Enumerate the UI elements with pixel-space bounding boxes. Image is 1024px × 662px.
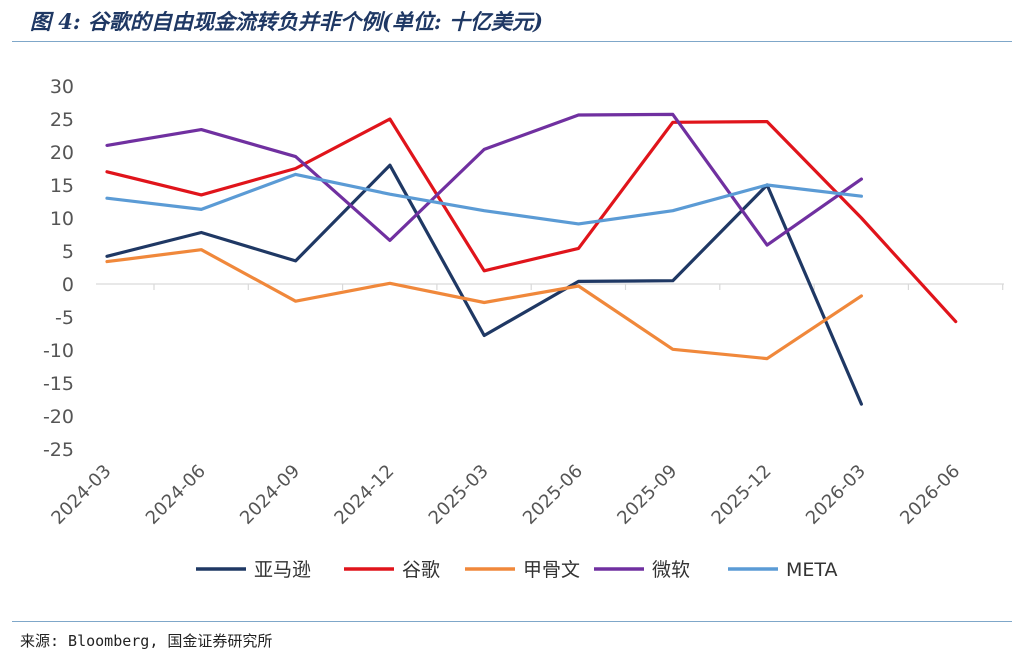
x-tick-label: 2024-03 <box>47 461 115 529</box>
x-tick-label: 2025-09 <box>613 461 681 529</box>
title-divider <box>12 41 1012 42</box>
x-tick-label: 2025-12 <box>708 461 776 529</box>
x-tick-label: 2024-06 <box>142 461 210 529</box>
x-tick-label: 2025-03 <box>425 461 493 529</box>
x-axis: 2024-03 2024-06 2024-09 2024-12 2025-03 2025-… <box>47 283 1004 529</box>
series-line-4 <box>105 112 864 247</box>
y-tick-label: -20 <box>43 406 74 428</box>
y-tick-label: 0 <box>62 274 74 296</box>
source-divider <box>12 621 1012 622</box>
series-line-3 <box>105 248 864 361</box>
series-line-1 <box>105 163 864 406</box>
y-tick-label: -10 <box>43 340 74 362</box>
legend-label: 微软 <box>652 559 690 581</box>
y-tick-label: 25 <box>50 109 74 131</box>
legend: 亚马逊 谷歌 甲骨文 微软 META <box>196 559 838 581</box>
series-line-5 <box>105 172 864 226</box>
y-tick-label: 5 <box>62 241 74 263</box>
y-tick-label: 20 <box>50 142 74 164</box>
legend-label: 谷歌 <box>402 559 440 581</box>
legend-label: META <box>786 559 838 581</box>
x-tick-label: 2024-12 <box>330 461 398 529</box>
x-tick-label: 2025-06 <box>519 461 587 529</box>
source-note: 来源: Bloomberg, 国金证券研究所 <box>20 632 273 650</box>
series-layer <box>105 112 958 406</box>
legend-label: 亚马逊 <box>254 559 311 581</box>
legend-label: 甲骨文 <box>523 559 580 581</box>
x-tick-label: 2024-09 <box>236 461 304 529</box>
x-tick-label: 2026-03 <box>802 461 870 529</box>
y-tick-label: 15 <box>50 175 74 197</box>
series-line-2 <box>105 117 958 324</box>
y-tick-label: 30 <box>50 76 74 98</box>
y-tick-label: -15 <box>43 373 74 395</box>
y-tick-label: 10 <box>50 208 74 230</box>
y-axis: 30 25 20 15 10 5 0 -5 -10 -15 -20 -25 <box>43 76 74 461</box>
y-tick-label: -25 <box>43 439 74 461</box>
figure-title: 图 4: 谷歌的自由现金流转负并非个例(单位: 十亿美元) <box>30 9 543 34</box>
x-tick-label: 2026-06 <box>896 461 964 529</box>
y-tick-label: -5 <box>55 307 74 329</box>
